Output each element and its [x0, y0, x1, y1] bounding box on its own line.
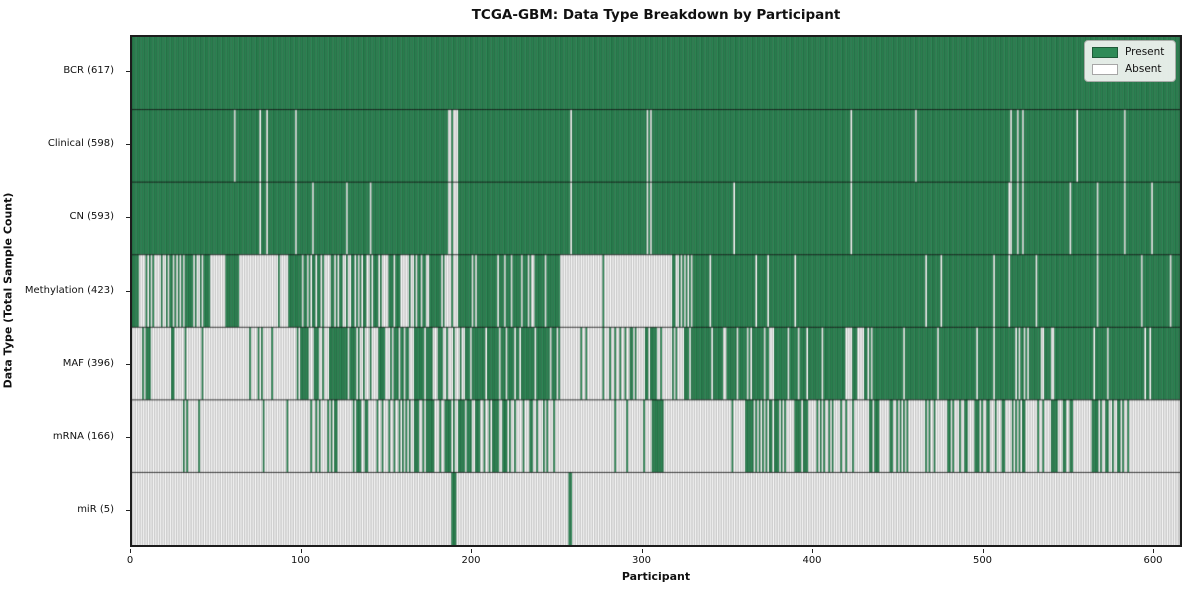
- legend-label-absent: Absent: [1125, 63, 1162, 76]
- ytick-mark: [126, 144, 130, 146]
- absent-swatch-icon: [1092, 64, 1118, 75]
- xtick-mark: [641, 549, 643, 553]
- ytick-mark: [126, 71, 130, 73]
- xtick-label-500: 500: [972, 555, 993, 566]
- ytick-mark: [126, 217, 130, 219]
- plot-area: [130, 35, 1182, 547]
- ytick-mark: [126, 436, 130, 438]
- ytick-label-Clinical: Clinical (598): [47, 138, 114, 150]
- xtick-mark: [130, 549, 131, 553]
- xtick-mark: [812, 549, 813, 553]
- ytick-label-BCR: BCR (617): [63, 65, 114, 77]
- xtick-label-0: 0: [126, 555, 134, 566]
- xtick-label-300: 300: [631, 555, 652, 566]
- legend: Present Absent: [1084, 40, 1176, 82]
- xtick-mark: [471, 549, 472, 553]
- ytick-mark: [126, 509, 130, 511]
- heatmap-canvas: [132, 37, 1180, 545]
- xtick-label-100: 100: [290, 555, 311, 566]
- xtick-mark: [982, 549, 984, 553]
- chart-title: TCGA-GBM: Data Type Breakdown by Partici…: [471, 7, 841, 23]
- ytick-mark: [126, 363, 130, 365]
- ytick-mark: [126, 290, 130, 292]
- ytick-label-Methylation: Methylation (423): [24, 284, 114, 296]
- legend-item-absent: Absent: [1092, 64, 1167, 75]
- xtick-label-400: 400: [802, 555, 822, 566]
- xtick-mark: [1153, 549, 1154, 553]
- ytick-label-mRNA: mRNA (166): [52, 430, 114, 442]
- ytick-label-miR: miR (5): [77, 503, 114, 515]
- x-axis-label: Participant: [621, 570, 691, 583]
- ytick-label-MAF: MAF (396): [62, 357, 114, 369]
- xtick-label-200: 200: [461, 555, 481, 566]
- ytick-label-CN: CN (593): [69, 211, 114, 223]
- legend-item-present: Present: [1092, 47, 1167, 58]
- present-swatch-icon: [1092, 47, 1118, 58]
- xtick-mark: [300, 549, 302, 553]
- xtick-label-600: 600: [1143, 555, 1163, 566]
- legend-label-present: Present: [1125, 46, 1165, 59]
